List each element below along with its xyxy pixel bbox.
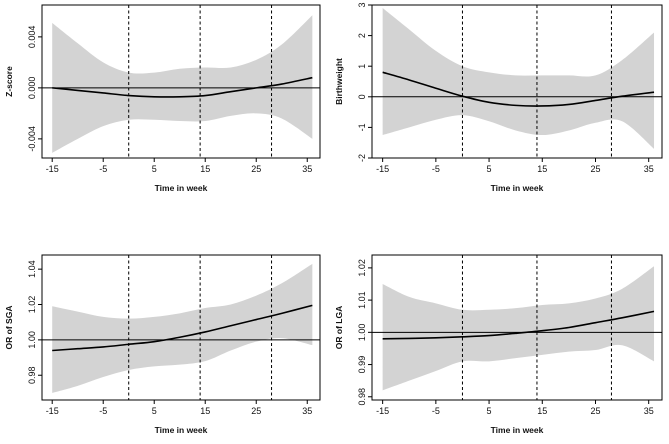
- x-tick-label: 25: [251, 164, 261, 174]
- panel-zscore: -15 -5 5 15 25 35 -0.004 0.000 0.004 Time in week…: [4, 4, 321, 193]
- estimate-line: [382, 310, 655, 340]
- x-tick-label: 35: [302, 164, 312, 174]
- plot-frame: [371, 4, 663, 159]
- confidence-band: [52, 15, 313, 153]
- estimate-line: [52, 76, 313, 98]
- x-axis-label: Time in week: [491, 425, 544, 435]
- y-tick-label: 1.01: [357, 291, 367, 309]
- x-tick-label: 25: [251, 406, 261, 416]
- x-tick-label: -5: [432, 164, 440, 174]
- x-axis-label: Time in week: [155, 183, 208, 193]
- x-tick-label: 5: [487, 406, 492, 416]
- y-axis-label: OR of LGA: [334, 306, 344, 349]
- x-tick-label: 15: [537, 164, 547, 174]
- panel-or_sga: -15 -5 5 15 25 35 0.98 1.00 1.02 1.04 Time in week…: [4, 254, 321, 435]
- y-axis-label: Birthweight: [334, 58, 344, 105]
- plot-area: [372, 255, 662, 400]
- x-tick-label: -15: [46, 406, 59, 416]
- y-tick-label: 1.02: [27, 296, 37, 314]
- x-tick-label: -5: [99, 164, 107, 174]
- plot-area: [42, 5, 320, 158]
- y-tick-label: 0.98: [357, 388, 367, 406]
- y-tick-label: -1: [357, 123, 367, 131]
- y-tick-label: 2: [357, 33, 367, 38]
- x-tick-label: 15: [200, 164, 210, 174]
- y-tick-label: 0.004: [27, 26, 37, 49]
- x-axis-label: Time in week: [491, 183, 544, 193]
- estimate-line: [52, 304, 313, 352]
- plot-area: [372, 5, 662, 158]
- y-tick-label: 0: [357, 94, 367, 99]
- y-tick-label: -0.004: [27, 126, 37, 152]
- x-tick-label: -5: [432, 406, 440, 416]
- x-tick-label: 15: [200, 406, 210, 416]
- y-tick-label: 1: [357, 64, 367, 69]
- plot-area: [42, 255, 320, 400]
- x-tick-label: -5: [99, 406, 107, 416]
- panel-or_lga: -15 -5 5 15 25 35 0.98 0.99 1.00 1.01 1.02 Time in …: [334, 254, 663, 435]
- y-tick-label: 0.98: [27, 366, 37, 384]
- x-tick-label: 35: [644, 406, 654, 416]
- confidence-band: [382, 8, 655, 149]
- plot-frame: [371, 254, 663, 401]
- x-axis-label: Time in week: [155, 425, 208, 435]
- y-tick-label: -2: [357, 154, 367, 162]
- x-tick-label: 15: [537, 406, 547, 416]
- plot-frame: [41, 254, 321, 401]
- x-tick-label: -15: [376, 406, 389, 416]
- x-tick-label: 25: [590, 406, 600, 416]
- y-tick-label: 0.000: [27, 77, 37, 100]
- x-tick-label: -15: [46, 164, 59, 174]
- y-axis-label: Z-score: [4, 66, 14, 97]
- y-tick-label: 1.00: [27, 331, 37, 349]
- x-tick-label: 35: [644, 164, 654, 174]
- x-tick-label: -15: [376, 164, 389, 174]
- y-tick-label: 1.04: [27, 260, 37, 278]
- confidence-band: [52, 263, 313, 393]
- estimate-line: [382, 71, 655, 107]
- x-tick-label: 35: [302, 406, 312, 416]
- y-tick-label: 1.02: [357, 259, 367, 277]
- plot-frame: [41, 4, 321, 159]
- y-tick-label: 0.99: [357, 356, 367, 374]
- x-tick-label: 5: [152, 406, 157, 416]
- confidence-band: [382, 266, 655, 391]
- x-tick-label: 25: [590, 164, 600, 174]
- y-axis-label: OR of SGA: [4, 306, 14, 350]
- x-tick-label: 5: [152, 164, 157, 174]
- y-tick-label: 1.00: [357, 324, 367, 342]
- panel-birthweight: -15 -5 5 15 25 35 -2 -1 0 1 2 3 Time in week Birthwei…: [334, 2, 663, 193]
- x-tick-label: 5: [487, 164, 492, 174]
- y-tick-label: 3: [357, 2, 367, 7]
